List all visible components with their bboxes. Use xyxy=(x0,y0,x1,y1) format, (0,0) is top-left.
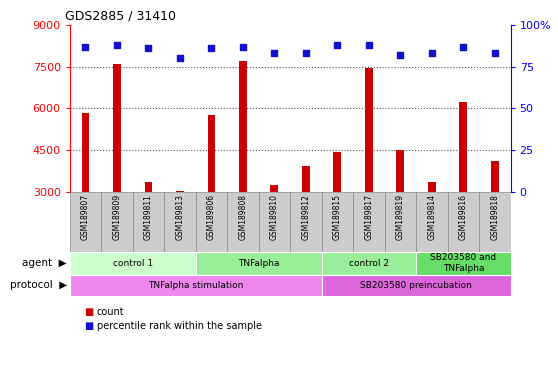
Text: count: count xyxy=(97,307,124,317)
Point xyxy=(81,44,90,50)
Bar xyxy=(208,116,215,192)
Bar xyxy=(428,182,436,192)
Text: GSM189806: GSM189806 xyxy=(207,194,216,240)
Bar xyxy=(448,192,479,252)
Bar xyxy=(70,192,101,252)
Bar xyxy=(416,192,448,252)
Text: GSM189817: GSM189817 xyxy=(364,194,373,240)
Bar xyxy=(479,192,511,252)
Point xyxy=(270,50,279,56)
Bar xyxy=(416,252,511,275)
Point xyxy=(175,55,184,61)
Point xyxy=(396,52,405,58)
Text: GSM189810: GSM189810 xyxy=(270,194,279,240)
Text: SB203580 and
TNFalpha: SB203580 and TNFalpha xyxy=(430,253,497,273)
Text: GSM189814: GSM189814 xyxy=(427,194,436,240)
Text: GSM189818: GSM189818 xyxy=(490,194,499,240)
Bar xyxy=(145,182,152,192)
Text: ■: ■ xyxy=(84,321,93,331)
Text: GDS2885 / 31410: GDS2885 / 31410 xyxy=(65,9,176,22)
Bar xyxy=(302,166,310,192)
Bar xyxy=(290,192,321,252)
Bar xyxy=(176,190,184,192)
Point xyxy=(238,44,247,50)
Text: GSM189815: GSM189815 xyxy=(333,194,342,240)
Text: ■: ■ xyxy=(84,307,93,317)
Bar xyxy=(321,275,511,296)
Point xyxy=(490,50,499,56)
Text: TNFalpha: TNFalpha xyxy=(238,258,280,268)
Bar xyxy=(396,150,405,192)
Point xyxy=(113,42,122,48)
Bar xyxy=(459,101,467,192)
Text: GSM189816: GSM189816 xyxy=(459,194,468,240)
Bar xyxy=(239,61,247,192)
Point xyxy=(333,42,342,48)
Bar xyxy=(101,192,133,252)
Bar xyxy=(70,252,196,275)
Text: control 2: control 2 xyxy=(349,258,389,268)
Text: GSM189809: GSM189809 xyxy=(113,194,122,240)
Bar xyxy=(334,152,341,192)
Bar xyxy=(227,192,259,252)
Text: SB203580 preincubation: SB203580 preincubation xyxy=(360,281,472,290)
Bar xyxy=(271,185,278,192)
Point xyxy=(207,45,216,51)
Point xyxy=(301,50,310,56)
Text: TNFalpha stimulation: TNFalpha stimulation xyxy=(148,281,243,290)
Bar xyxy=(196,192,227,252)
Text: protocol  ▶: protocol ▶ xyxy=(9,280,67,290)
Text: GSM189811: GSM189811 xyxy=(144,194,153,240)
Text: percentile rank within the sample: percentile rank within the sample xyxy=(97,321,262,331)
Text: GSM189819: GSM189819 xyxy=(396,194,405,240)
Bar xyxy=(113,64,121,192)
Text: GSM189808: GSM189808 xyxy=(238,194,247,240)
Bar xyxy=(321,252,416,275)
Text: GSM189813: GSM189813 xyxy=(175,194,185,240)
Point xyxy=(364,42,373,48)
Bar xyxy=(384,192,416,252)
Bar xyxy=(164,192,196,252)
Bar xyxy=(353,192,384,252)
Bar xyxy=(81,113,89,192)
Bar xyxy=(133,192,164,252)
Point xyxy=(459,44,468,50)
Point xyxy=(427,50,436,56)
Text: GSM189807: GSM189807 xyxy=(81,194,90,240)
Bar xyxy=(70,275,321,296)
Text: control 1: control 1 xyxy=(113,258,153,268)
Text: agent  ▶: agent ▶ xyxy=(22,258,67,268)
Point xyxy=(144,45,153,51)
Bar xyxy=(321,192,353,252)
Bar xyxy=(491,161,499,192)
Bar xyxy=(196,252,321,275)
Text: GSM189812: GSM189812 xyxy=(301,194,310,240)
Bar xyxy=(365,68,373,192)
Bar xyxy=(259,192,290,252)
